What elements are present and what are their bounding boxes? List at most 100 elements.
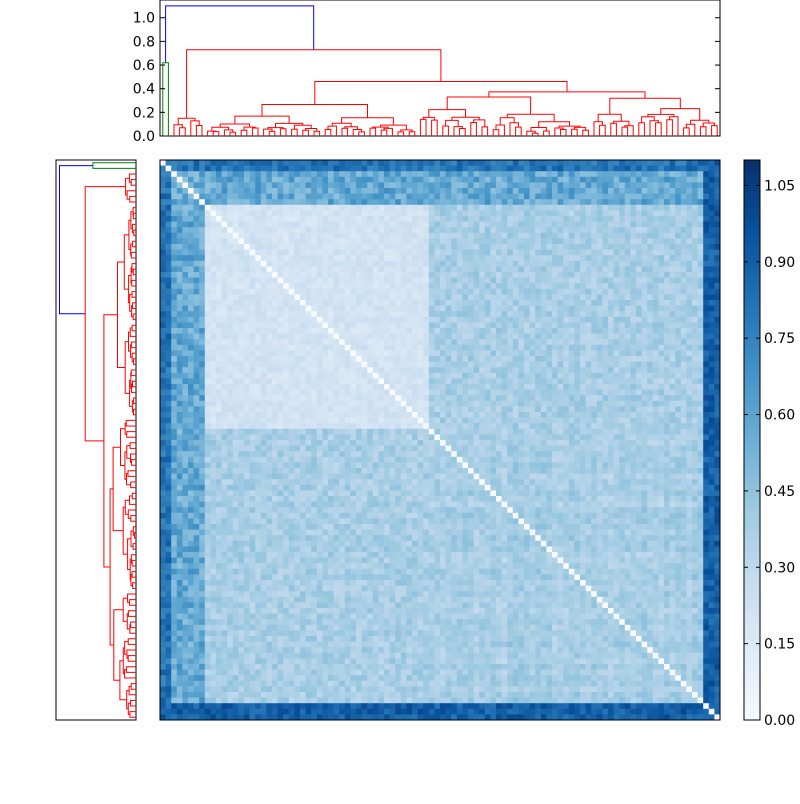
heatmap-cell	[636, 194, 642, 200]
heatmap-cell	[591, 378, 597, 384]
heatmap-cell	[306, 294, 312, 300]
heatmap-cell	[462, 339, 468, 345]
heatmap-cell	[591, 356, 597, 362]
heatmap-cell	[597, 328, 603, 334]
heatmap-cell	[266, 233, 272, 239]
heatmap-cell	[367, 266, 373, 272]
heatmap-cell	[602, 272, 608, 278]
heatmap-cell	[597, 233, 603, 239]
heatmap-cell	[675, 244, 681, 250]
heatmap-cell	[283, 317, 289, 323]
heatmap-cell	[513, 306, 519, 312]
heatmap-cell	[698, 373, 704, 379]
heatmap-cell	[681, 194, 687, 200]
heatmap-cell	[597, 406, 603, 412]
heatmap-cell	[160, 401, 166, 407]
heatmap-cell	[446, 177, 452, 183]
heatmap-cell	[317, 317, 323, 323]
heatmap-cell	[334, 238, 340, 244]
heatmap-cell	[468, 350, 474, 356]
heatmap-cell	[597, 412, 603, 418]
heatmap-cell	[580, 378, 586, 384]
heatmap-cell	[440, 278, 446, 284]
heatmap-cell	[266, 418, 272, 424]
heatmap-cell	[507, 255, 513, 261]
heatmap-cell	[339, 266, 345, 272]
heatmap-cell	[272, 255, 278, 261]
heatmap-cell	[574, 210, 580, 216]
heatmap-cell	[373, 227, 379, 233]
heatmap-cell	[434, 350, 440, 356]
heatmap-cell	[255, 373, 261, 379]
heatmap-cell	[390, 188, 396, 194]
heatmap-cell	[322, 306, 328, 312]
heatmap-cell	[608, 300, 614, 306]
heatmap-cell	[266, 395, 272, 401]
heatmap-cell	[306, 222, 312, 228]
heatmap-cell	[401, 166, 407, 172]
heatmap-cell	[373, 395, 379, 401]
heatmap-cell	[625, 182, 631, 188]
heatmap-cell	[283, 395, 289, 401]
heatmap-cell	[619, 384, 625, 390]
heatmap-cell	[233, 350, 239, 356]
heatmap-cell	[182, 216, 188, 222]
heatmap-cell	[586, 160, 592, 166]
heatmap-cell	[608, 210, 614, 216]
heatmap-cell	[647, 216, 653, 222]
heatmap-cell	[709, 160, 715, 166]
heatmap-cell	[311, 278, 317, 284]
heatmap-cell	[222, 384, 228, 390]
heatmap-cell	[474, 362, 480, 368]
heatmap-cell	[630, 362, 636, 368]
heatmap-cell	[479, 367, 485, 373]
heatmap-cell	[451, 227, 457, 233]
heatmap-cell	[569, 390, 575, 396]
heatmap-cell	[647, 367, 653, 373]
heatmap-cell	[686, 182, 692, 188]
heatmap-cell	[356, 238, 362, 244]
heatmap-cell	[597, 384, 603, 390]
heatmap-cell	[563, 362, 569, 368]
heatmap-cell	[306, 238, 312, 244]
heatmap-cell	[317, 406, 323, 412]
heatmap-cell	[580, 412, 586, 418]
heatmap-cell	[597, 166, 603, 172]
heatmap-cell	[451, 160, 457, 166]
heatmap-cell	[362, 384, 368, 390]
heatmap-cell	[670, 222, 676, 228]
heatmap-cell	[406, 334, 412, 340]
heatmap-cell	[334, 390, 340, 396]
heatmap-cell	[457, 233, 463, 239]
heatmap-cell	[608, 390, 614, 396]
heatmap-cell	[395, 205, 401, 211]
heatmap-cell	[457, 334, 463, 340]
heatmap-cell	[238, 182, 244, 188]
heatmap-cell	[625, 222, 631, 228]
heatmap-cell	[322, 166, 328, 172]
heatmap-cell	[558, 182, 564, 188]
heatmap-cell	[266, 423, 272, 429]
heatmap-cell	[524, 289, 530, 295]
heatmap-cell	[356, 233, 362, 239]
heatmap-cell	[401, 188, 407, 194]
heatmap-cell	[535, 166, 541, 172]
heatmap-cell	[194, 188, 200, 194]
heatmap-cell	[586, 418, 592, 424]
heatmap-cell	[670, 294, 676, 300]
heatmap-cell	[384, 412, 390, 418]
heatmap-cell	[255, 255, 261, 261]
heatmap-cell	[490, 289, 496, 295]
heatmap-cell	[250, 194, 256, 200]
heatmap-cell	[306, 244, 312, 250]
heatmap-cell	[602, 384, 608, 390]
heatmap-cell	[210, 278, 216, 284]
heatmap-cell	[630, 322, 636, 328]
heatmap-cell	[698, 194, 704, 200]
heatmap-cell	[160, 272, 166, 278]
heatmap-cell	[636, 300, 642, 306]
heatmap-cell	[479, 205, 485, 211]
heatmap-cell	[597, 306, 603, 312]
heatmap-cell	[524, 272, 530, 278]
heatmap-cell	[703, 266, 709, 272]
